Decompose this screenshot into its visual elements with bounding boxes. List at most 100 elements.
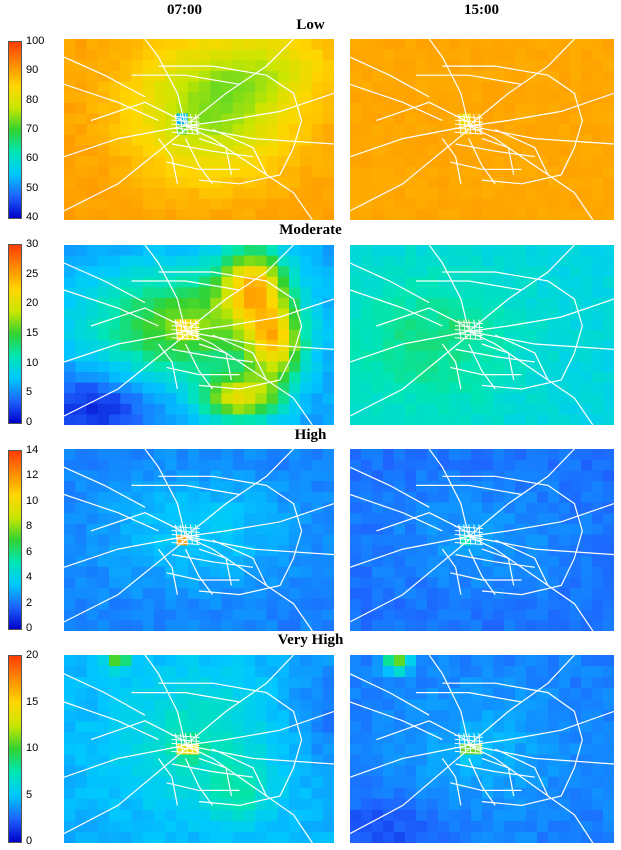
heatmap-cell <box>255 188 268 200</box>
heatmap-cell <box>300 449 313 461</box>
heatmap-cell <box>322 393 334 405</box>
heatmap-cell <box>504 145 516 157</box>
heatmap-cell <box>449 188 461 200</box>
heatmap-cell <box>131 666 144 678</box>
heatmap-cell <box>504 666 516 678</box>
heatmap-cell <box>75 276 88 288</box>
heatmap-cell <box>311 156 324 168</box>
heatmap-cell <box>427 156 439 168</box>
heatmap-cell <box>592 102 604 115</box>
colorbar-tick-label: 0 <box>26 835 33 847</box>
heatmap-cell <box>504 198 516 210</box>
heatmap-cell <box>86 798 99 811</box>
heatmap-cell <box>266 177 279 189</box>
heatmap-cell <box>504 688 516 700</box>
heatmap-cell <box>75 534 88 546</box>
heatmap-cell <box>277 655 290 667</box>
heatmap-cell <box>86 765 99 778</box>
road-line <box>450 782 522 791</box>
heatmap-cell <box>277 255 290 267</box>
heatmap-cell <box>504 513 516 525</box>
heatmap-cell <box>504 598 516 611</box>
heatmap-cell <box>255 372 268 384</box>
heatmap-cell <box>526 166 538 179</box>
heatmap-cell <box>97 765 110 778</box>
heatmap-cell <box>75 245 88 257</box>
heatmap-cell <box>176 39 189 51</box>
heatmap-cell <box>300 566 313 579</box>
heatmap-cell <box>460 255 472 267</box>
street-line <box>454 123 483 127</box>
heatmap-cell <box>289 699 301 711</box>
heatmap-cell <box>592 60 604 72</box>
heatmap-cell <box>460 809 472 822</box>
heatmap-cell <box>350 245 362 257</box>
heatmap-cell <box>300 70 313 83</box>
heatmap-cell <box>405 459 417 472</box>
heatmap-cell <box>493 287 505 299</box>
heatmap-cell <box>449 743 461 756</box>
heatmap-cell <box>471 102 483 115</box>
heatmap-cell <box>300 491 313 504</box>
heatmap-cell <box>289 255 301 267</box>
heatmap-cell <box>266 49 279 61</box>
heatmap-cell <box>504 809 516 822</box>
street-line <box>454 119 483 123</box>
heatmap-cell <box>131 329 144 341</box>
heatmap-cell <box>266 556 279 568</box>
heatmap-cell <box>244 287 256 299</box>
heatmap-cell <box>592 598 604 611</box>
heatmap-cell <box>383 566 395 579</box>
heatmap-cell <box>449 787 461 800</box>
heatmap-cell <box>232 754 245 767</box>
heatmap-cell <box>570 255 582 267</box>
heatmap-cell <box>405 361 417 373</box>
heatmap-cell <box>460 754 472 767</box>
heatmap-cell <box>75 598 88 611</box>
heatmap-cell <box>322 70 334 83</box>
heatmap-cell <box>154 297 166 310</box>
heatmap-cell <box>537 297 549 310</box>
heatmap-cell <box>277 70 290 83</box>
heatmap-cell <box>311 177 324 189</box>
heatmap-cell <box>120 598 133 611</box>
heatmap-cell <box>86 688 99 700</box>
heatmap-cell <box>581 102 593 115</box>
heatmap-cell <box>165 534 178 546</box>
heatmap-cell <box>277 831 290 843</box>
heatmap-cell <box>482 566 494 579</box>
heatmap-cell <box>438 710 450 722</box>
heatmap-cell <box>537 166 549 179</box>
heatmap-cell <box>154 765 166 778</box>
heatmap-cell <box>361 534 373 546</box>
heatmap-cell <box>244 588 256 600</box>
heatmap-cell <box>109 414 121 425</box>
heatmap-cell <box>86 403 99 416</box>
heatmap-cell <box>64 566 76 579</box>
heatmap-cell <box>289 588 301 600</box>
heatmap-cell <box>322 688 334 700</box>
heatmap-cell <box>581 820 593 833</box>
heatmap-cell <box>266 382 279 394</box>
heatmap-cell <box>537 209 549 220</box>
heatmap-cell <box>570 609 582 621</box>
heatmap-cell <box>289 743 301 756</box>
heatmap-cell <box>97 787 110 800</box>
heatmap-cell <box>322 820 334 833</box>
heatmap-cell <box>199 177 211 189</box>
heatmap-cell <box>255 776 268 789</box>
heatmap-cell <box>176 699 189 711</box>
heatmap-cell <box>266 70 279 83</box>
heatmap-cell <box>361 677 373 689</box>
heatmap-cell <box>394 502 406 514</box>
heatmap-cell <box>526 491 538 504</box>
heatmap-cell <box>581 166 593 179</box>
heatmap-cell <box>266 787 279 800</box>
heatmap-cell <box>372 491 384 504</box>
heatmap-cell <box>559 588 571 600</box>
heatmap-cell <box>416 820 428 833</box>
heatmap-cell <box>221 776 234 789</box>
heatmap-cell <box>64 393 76 405</box>
heatmap-cell <box>361 721 373 734</box>
heatmap-cell <box>449 414 461 425</box>
